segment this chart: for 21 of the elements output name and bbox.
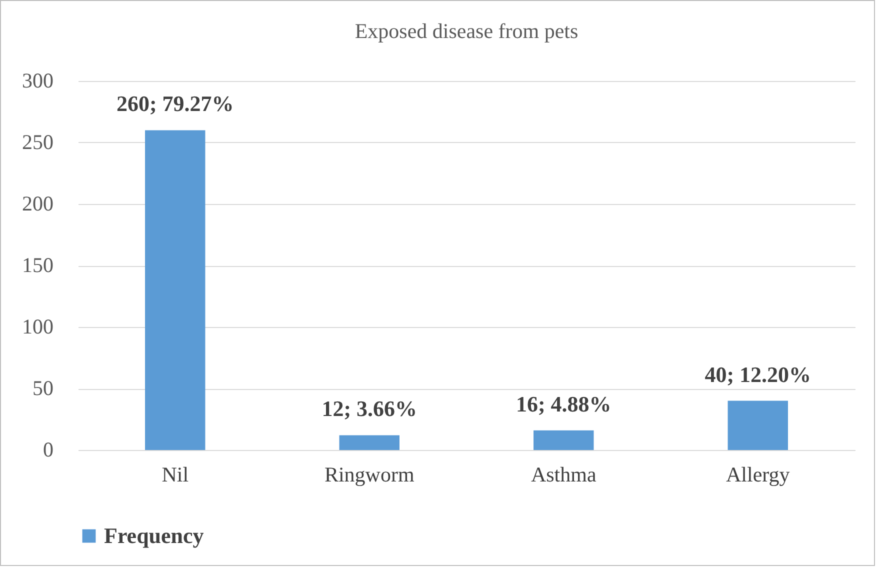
bar	[728, 400, 788, 450]
x-tick-label: Nil	[162, 462, 189, 486]
bar	[339, 435, 400, 450]
y-tick-label: 250	[22, 130, 54, 154]
data-label: 260; 79.27%	[116, 91, 234, 116]
data-label: 40; 12.20%	[704, 362, 812, 387]
bar	[145, 130, 206, 450]
y-tick-label: 100	[22, 314, 54, 338]
y-tick-label: 150	[22, 253, 54, 277]
legend-label: Frequency	[104, 523, 204, 548]
y-tick-label: 200	[22, 192, 54, 216]
bar	[534, 430, 594, 450]
x-tick-label: Asthma	[530, 462, 597, 486]
data-label: 12; 3.66%	[322, 396, 418, 422]
x-tick-label: Allergy	[726, 462, 790, 486]
x-tick-label: Ringworm	[324, 462, 414, 486]
data-label: 16; 4.88%	[516, 391, 612, 416]
y-tick-label: 300	[22, 68, 54, 92]
y-tick-label: 0	[43, 438, 54, 462]
chart-title: Exposed disease from pets	[354, 19, 578, 43]
y-tick-label: 50	[32, 376, 54, 400]
